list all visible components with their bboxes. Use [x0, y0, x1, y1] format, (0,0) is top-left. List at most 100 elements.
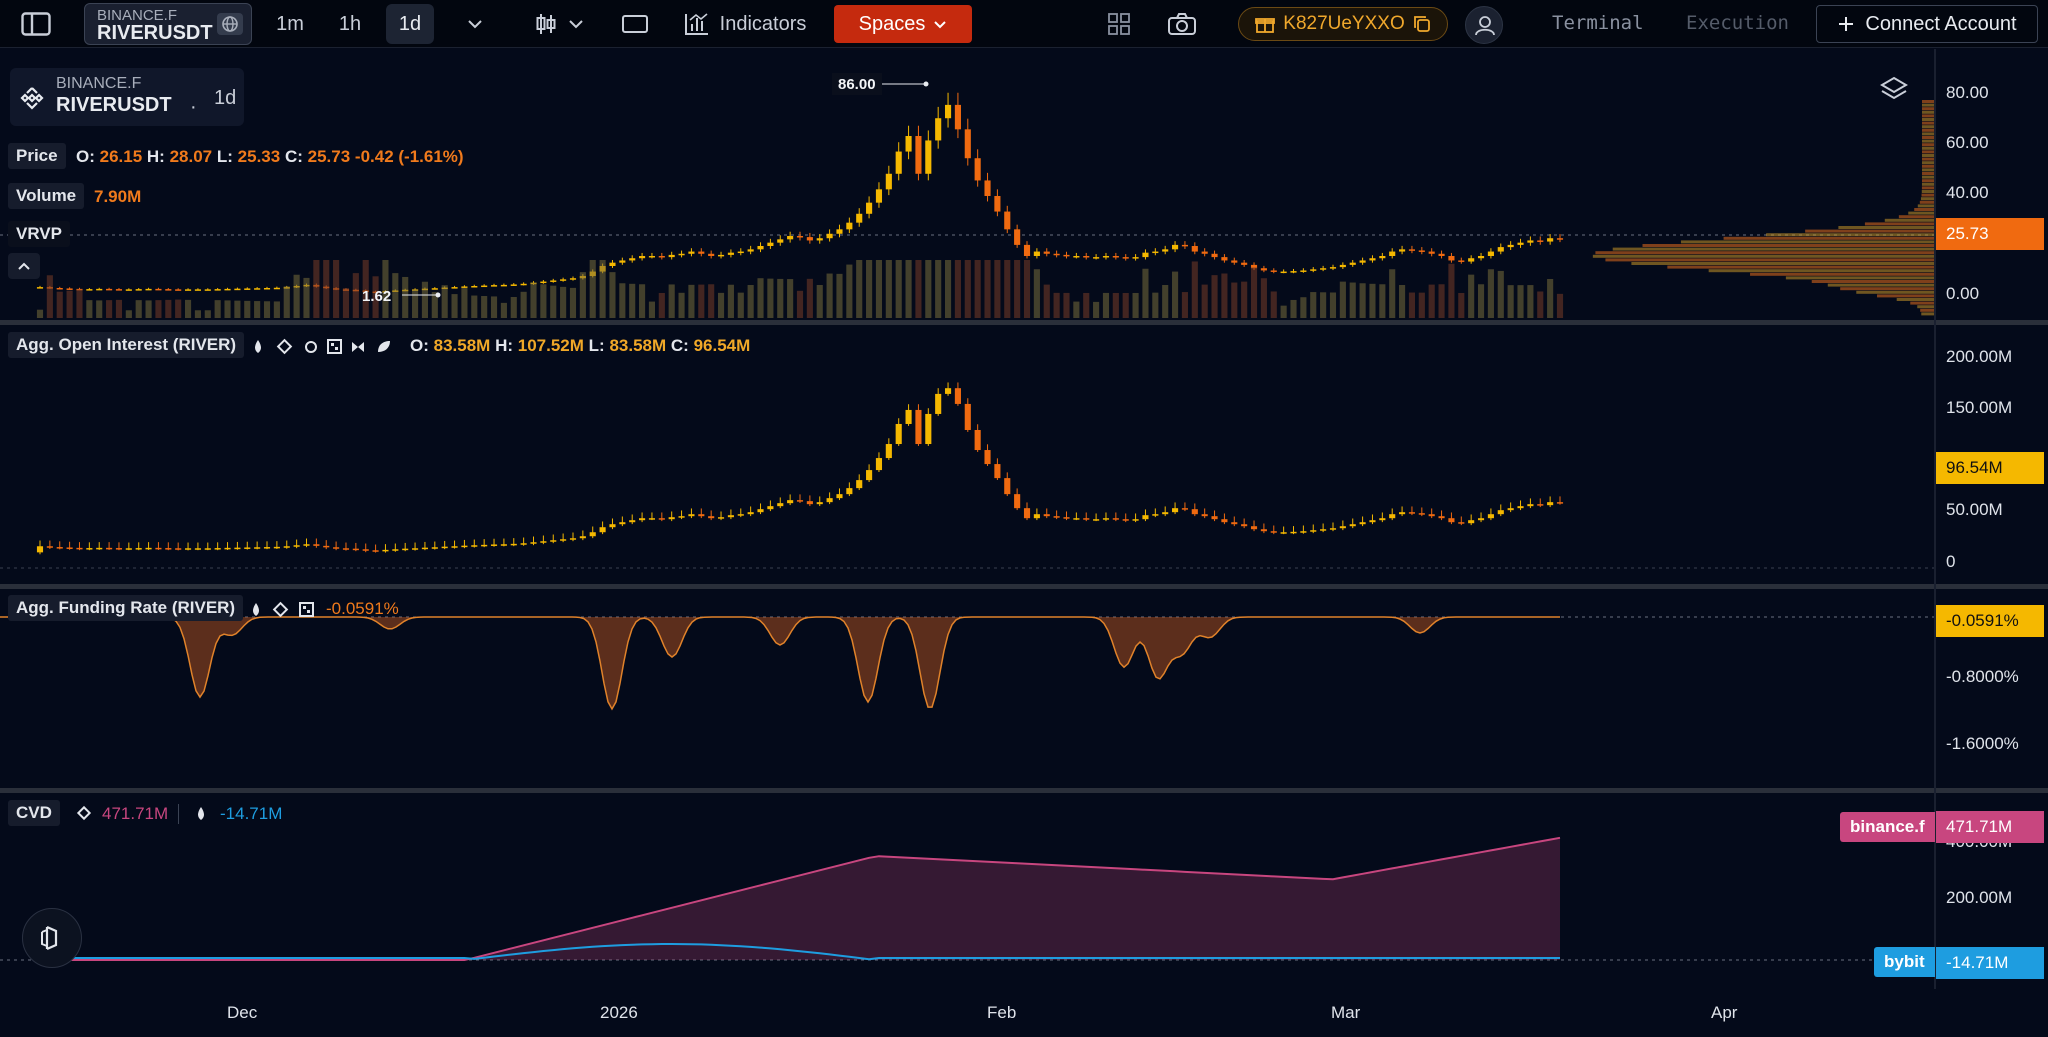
- funding-rate-value: -0.0591%: [326, 599, 399, 618]
- symbol-info-box[interactable]: BINANCE.F RIVERUSDT · 1d: [10, 68, 244, 126]
- oi-candle: [1418, 513, 1425, 515]
- price-candle: [1537, 240, 1544, 242]
- oi-candle: [964, 403, 971, 430]
- price-candle: [1300, 270, 1307, 272]
- oi-candle: [333, 547, 340, 549]
- volume-bar: [1300, 297, 1307, 318]
- price-candle: [36, 287, 44, 289]
- price-candle: [1399, 249, 1406, 252]
- open-interest-label[interactable]: Agg. Open Interest (RIVER): [8, 332, 245, 358]
- price-candle: [974, 158, 981, 181]
- oi-candle: [717, 517, 725, 519]
- globe-icon[interactable]: [217, 13, 243, 35]
- oi-candle: [46, 546, 53, 548]
- camera-icon[interactable]: [1164, 4, 1200, 44]
- layers-icon[interactable]: [1880, 76, 1908, 102]
- copy-icon[interactable]: [1413, 15, 1431, 33]
- volume-bar: [1497, 270, 1504, 318]
- oi-candle: [1270, 531, 1277, 533]
- price-candle: [875, 189, 883, 203]
- volume-label[interactable]: Volume: [8, 183, 85, 209]
- cvd-label[interactable]: CVD: [8, 800, 60, 826]
- volume-bar: [1023, 260, 1031, 318]
- exchange-cycle-icon: [305, 341, 317, 353]
- cvd-axis-200m: 200.00M: [1946, 888, 2013, 907]
- oi-candle: [1310, 530, 1317, 532]
- price-label[interactable]: Price: [8, 143, 66, 169]
- cvd-lines: [40, 836, 1561, 961]
- referral-code-badge[interactable]: K827UeYXXO: [1238, 7, 1448, 41]
- volume-bar: [925, 260, 932, 318]
- funding-rate-label[interactable]: Agg. Funding Rate (RIVER): [8, 595, 244, 621]
- volume-bar: [1399, 285, 1406, 318]
- vrvp-label[interactable]: VRVP: [8, 221, 70, 247]
- app-logo-button[interactable]: [22, 908, 82, 968]
- oi-candle: [1191, 509, 1198, 515]
- oi-candle: [184, 548, 192, 550]
- price-candle: [1468, 258, 1475, 262]
- volume-bar: [1063, 292, 1070, 318]
- price-candle: [1043, 251, 1050, 254]
- oi-candle: [1014, 494, 1021, 509]
- price-candle: [737, 251, 744, 254]
- indicators-button[interactable]: Indicators: [680, 4, 810, 44]
- price-candle: [619, 260, 626, 263]
- volume-bar: [481, 296, 488, 318]
- volume-bar: [1547, 278, 1554, 318]
- binance-cvd-value-tag: 471.71M: [1936, 811, 2044, 843]
- price-candle: [639, 256, 646, 259]
- price-l-label: L:: [216, 147, 233, 166]
- layout-rectangle-icon[interactable]: [618, 4, 652, 44]
- volume-bar: [658, 292, 665, 318]
- volume-bar: [974, 260, 981, 318]
- price-candle: [757, 246, 764, 250]
- oi-candle: [155, 547, 162, 550]
- oi-candle: [76, 547, 83, 550]
- vrvp-profile: [1592, 100, 1934, 316]
- price-candle: [1181, 244, 1188, 247]
- price-candle: [1379, 256, 1386, 259]
- top-toolbar: BINANCE.F RIVERUSDT 1m 1h 1d Indicators …: [0, 0, 2048, 48]
- oi-candle: [1231, 522, 1238, 525]
- terminal-tab[interactable]: Terminal: [1552, 12, 1644, 34]
- symbol-selector[interactable]: BINANCE.F RIVERUSDT: [84, 3, 252, 45]
- oi-candle: [56, 547, 63, 549]
- sidebar-toggle-icon[interactable]: [14, 4, 58, 44]
- volume-bar: [698, 284, 705, 318]
- candle-type-icon[interactable]: [530, 4, 562, 44]
- price-candle: [1053, 253, 1060, 256]
- vrvp-bar: [1840, 287, 1934, 291]
- volume-bar: [599, 260, 606, 318]
- timeframe-chevron-down-icon[interactable]: [462, 4, 488, 44]
- volume-bar: [569, 287, 577, 318]
- candle-type-chevron-down-icon[interactable]: [566, 4, 586, 44]
- oi-candle: [757, 509, 764, 513]
- timeframe-1h[interactable]: 1h: [338, 12, 362, 35]
- user-account-icon[interactable]: [1465, 6, 1503, 44]
- volume-bar: [885, 260, 892, 318]
- timeframe-1d[interactable]: 1d: [386, 4, 434, 44]
- spaces-button[interactable]: Spaces: [834, 5, 972, 43]
- price-candle: [1063, 254, 1070, 257]
- volume-bar: [935, 260, 942, 318]
- oi-candle: [412, 548, 419, 550]
- oi-candle: [234, 547, 241, 550]
- collapse-chevron-up-icon[interactable]: [8, 253, 40, 279]
- execution-tab[interactable]: Execution: [1686, 12, 1789, 34]
- volume-bar: [520, 291, 527, 318]
- vrvp-bar: [1921, 175, 1934, 179]
- volume-bar: [1191, 261, 1198, 318]
- connect-account-button[interactable]: Connect Account: [1816, 5, 2038, 43]
- volume-bar: [1270, 291, 1277, 318]
- oi-c-label: C:: [670, 336, 689, 355]
- volume-bar: [964, 260, 971, 318]
- grid-layout-icon[interactable]: [1102, 4, 1136, 44]
- timeframe-1m[interactable]: 1m: [276, 12, 304, 35]
- oi-axis-200m: 200.00M: [1946, 347, 2013, 366]
- oi-candle: [214, 548, 221, 550]
- oi-candle: [1537, 504, 1544, 506]
- oi-candle: [796, 500, 804, 502]
- oi-candle: [342, 548, 350, 550]
- price-axis-80: 80.00: [1946, 83, 1989, 102]
